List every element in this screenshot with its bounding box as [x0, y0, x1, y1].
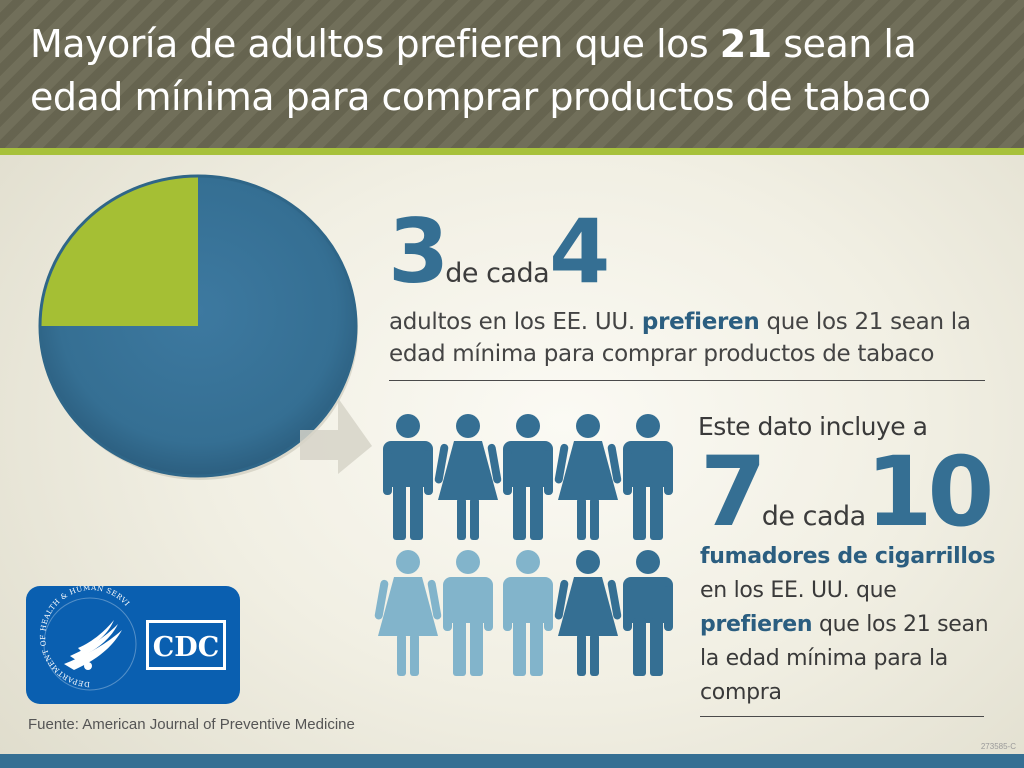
pie-chart	[32, 172, 362, 488]
stat1-description: adultos en los EE. UU. prefieren que los…	[389, 309, 971, 367]
hhs-cdc-logo: DEPARTMENT OF HEALTH & HUMAN SERVICES · …	[22, 579, 240, 704]
pie-slice-other	[40, 176, 198, 326]
cdc-logo-text: CDC	[153, 632, 219, 663]
header-banner: Mayoría de adultos prefieren que los 21 …	[0, 0, 1024, 148]
document-code: 273585-C	[980, 742, 1016, 751]
stat2-numerator: 7	[700, 436, 767, 548]
stat1-numerator: 3	[388, 200, 449, 303]
stat2-intro: Este dato incluye a	[698, 412, 928, 441]
footer-bar	[0, 754, 1024, 768]
person-icon-9	[554, 550, 622, 676]
person-icon-1	[383, 414, 433, 540]
divider	[389, 380, 985, 381]
person-icon-4	[554, 414, 622, 540]
accent-divider	[0, 148, 1024, 155]
source-citation: Fuente: American Journal of Preventive M…	[28, 716, 355, 733]
person-icon-2	[434, 414, 502, 540]
stat2-connector: de cada	[761, 501, 866, 532]
person-icon-6	[374, 550, 442, 676]
divider	[700, 716, 984, 717]
stat2-denominator: 10	[865, 436, 995, 548]
stat1-connector: de cada	[445, 258, 550, 289]
person-icon-7	[443, 550, 493, 676]
stat1-denominator: 4	[549, 200, 610, 303]
page-title: Mayoría de adultos prefieren que los 21 …	[30, 22, 931, 119]
stat-3-of-4: 3de cada4	[388, 204, 610, 304]
person-icon-10	[623, 550, 673, 676]
stat2-description: fumadores de cigarrillos en los EE. UU. …	[700, 544, 996, 705]
person-icon-3	[503, 414, 553, 540]
people-pictogram	[370, 410, 700, 689]
stat-7-of-10: 7de cada10	[700, 440, 994, 544]
person-icon-5	[623, 414, 673, 540]
person-icon-8	[503, 550, 553, 676]
arrow-icon	[300, 398, 372, 474]
